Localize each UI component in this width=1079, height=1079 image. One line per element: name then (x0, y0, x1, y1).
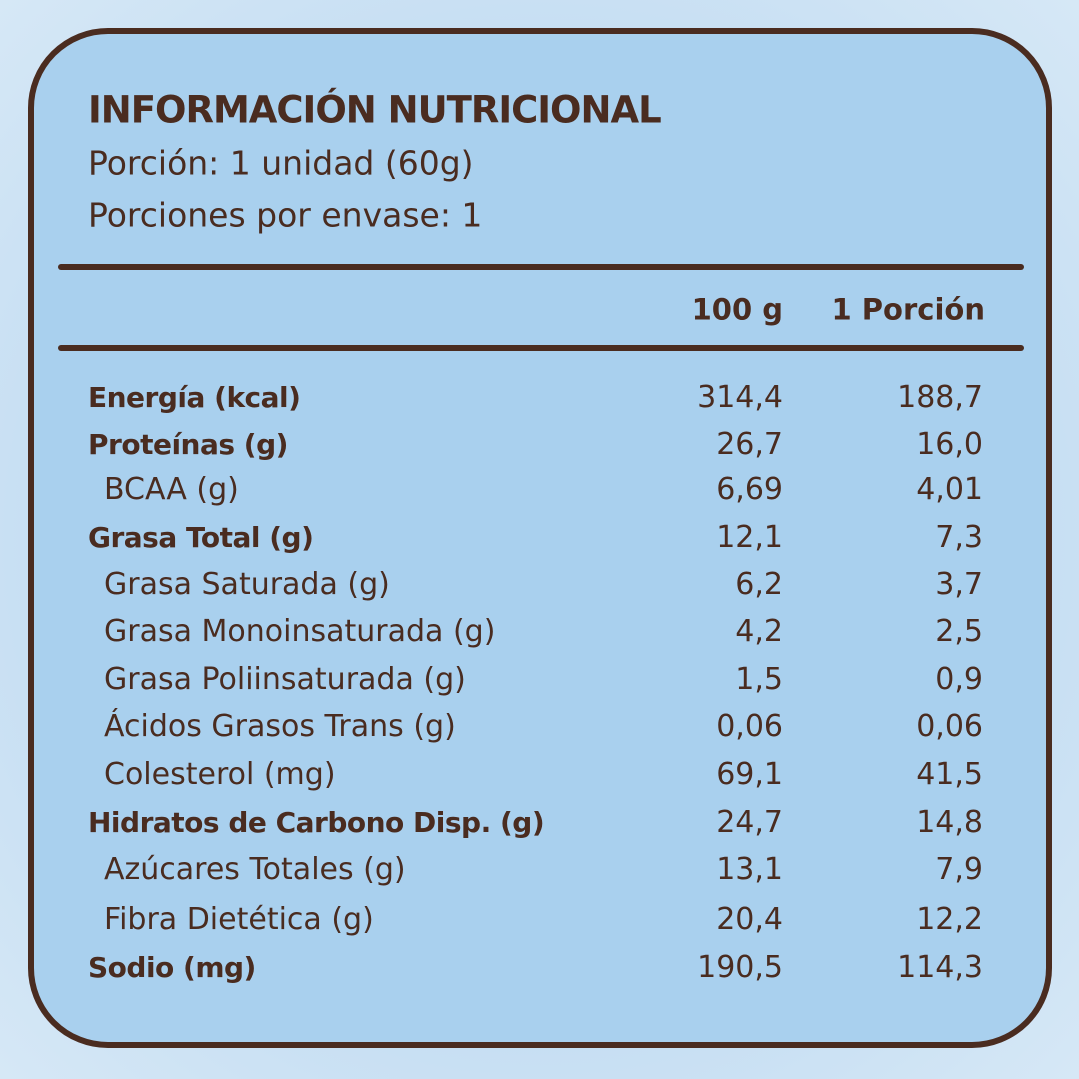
cell: 4,01 (916, 472, 983, 507)
row-label: Sodio (mg) (88, 951, 256, 984)
row-label: Grasa Monoinsaturada (g) (104, 614, 496, 649)
row-label: Grasa Saturada (g) (104, 567, 390, 602)
cell: 6,2 (735, 567, 783, 602)
cell: 188,7 (897, 380, 983, 415)
row-label: BCAA (g) (104, 472, 239, 507)
row-label: Energía (kcal) (88, 381, 301, 414)
cell: 7,3 (935, 520, 983, 555)
title: INFORMACIÓN NUTRICIONAL (88, 88, 662, 132)
cell: 0,06 (916, 709, 983, 744)
serving-line: Porciones por envase: 1 (88, 195, 483, 235)
cell: 26,7 (716, 427, 783, 462)
row-label: Proteínas (g) (88, 428, 288, 461)
cell: 13,1 (716, 852, 783, 887)
card (28, 28, 1052, 1048)
cell: 16,0 (916, 427, 983, 462)
column-header: 1 Porción (831, 292, 985, 327)
serving-line: Porción: 1 unidad (60g) (88, 143, 474, 183)
column-header: 100 g (691, 292, 783, 327)
cell: 14,8 (916, 805, 983, 840)
cell: 6,69 (716, 472, 783, 507)
rule (58, 345, 1024, 351)
cell: 190,5 (697, 950, 783, 985)
cell: 20,4 (716, 902, 783, 937)
row-label: Grasa Total (g) (88, 521, 314, 554)
cell: 114,3 (897, 950, 983, 985)
cell: 12,1 (716, 520, 783, 555)
rule (58, 264, 1024, 270)
cell: 314,4 (697, 380, 783, 415)
row-label: Fibra Dietética (g) (104, 902, 374, 937)
row-label: Azúcares Totales (g) (104, 852, 406, 887)
cell: 24,7 (716, 805, 783, 840)
cell: 7,9 (935, 852, 983, 887)
cell: 0,06 (716, 709, 783, 744)
cell: 2,5 (935, 614, 983, 649)
row-label: Hidratos de Carbono Disp. (g) (88, 806, 545, 839)
cell: 41,5 (916, 757, 983, 792)
row-label: Colesterol (mg) (104, 757, 336, 792)
row-label: Ácidos Grasos Trans (g) (104, 709, 456, 744)
cell: 69,1 (716, 757, 783, 792)
cell: 0,9 (935, 662, 983, 697)
row-label: Grasa Poliinsaturada (g) (104, 662, 466, 697)
cell: 3,7 (935, 567, 983, 602)
cell: 1,5 (735, 662, 783, 697)
cell: 12,2 (916, 902, 983, 937)
cell: 4,2 (735, 614, 783, 649)
